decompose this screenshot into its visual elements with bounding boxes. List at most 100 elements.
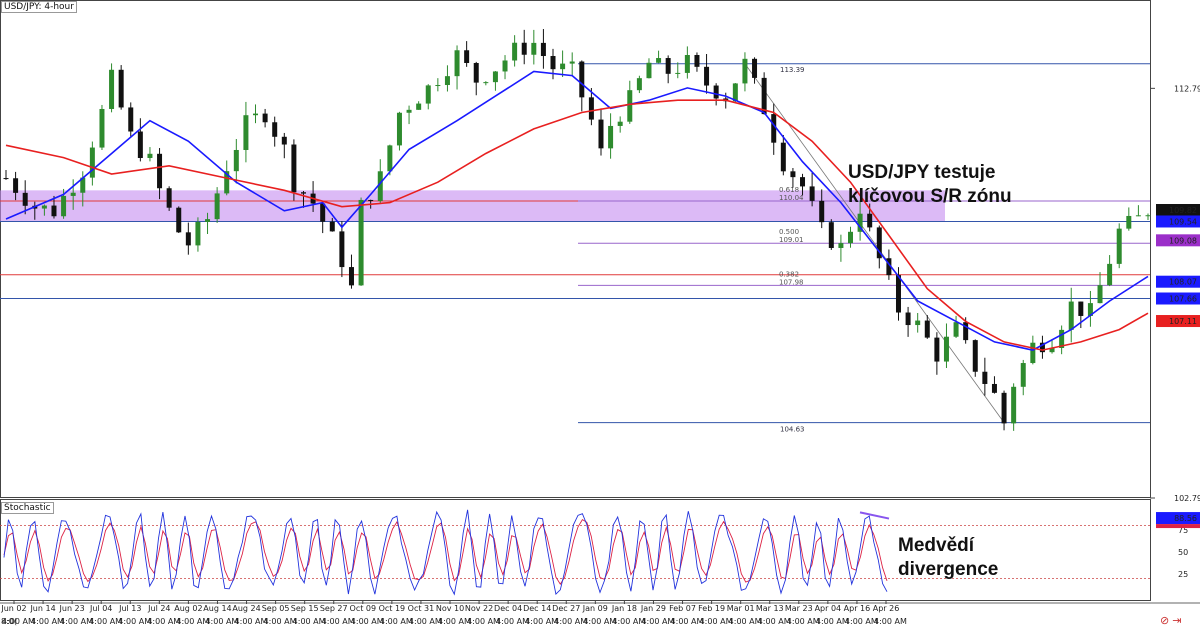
candle-body-113 bbox=[1087, 303, 1093, 316]
date-label-1: Jun 14 bbox=[29, 604, 55, 613]
candle-body-52 bbox=[502, 60, 508, 72]
date-label-30: Apr 26 bbox=[873, 604, 900, 613]
candle-86 bbox=[828, 219, 834, 250]
candle-51 bbox=[492, 71, 498, 91]
candle-16 bbox=[157, 148, 163, 200]
candle-45 bbox=[435, 78, 441, 92]
candle-body-26 bbox=[253, 113, 259, 116]
price-badge-text-1: 109.54 bbox=[1169, 217, 1197, 226]
candle-body-112 bbox=[1078, 301, 1084, 316]
time-label-28: 4:00 AM bbox=[816, 617, 849, 626]
candle-body-72 bbox=[694, 55, 700, 67]
candle-body-107 bbox=[1030, 342, 1036, 364]
candle-50 bbox=[483, 81, 489, 86]
candle-body-57 bbox=[550, 56, 556, 70]
candle-body-96 bbox=[924, 320, 930, 338]
candle-61 bbox=[588, 87, 594, 126]
candle-body-109 bbox=[1049, 347, 1055, 353]
candle-body-115 bbox=[1107, 263, 1113, 286]
date-label-27: Mar 23 bbox=[785, 604, 813, 613]
candle-30 bbox=[291, 139, 297, 201]
candle-11 bbox=[109, 63, 115, 113]
time-label-3: 4:00 AM bbox=[89, 617, 122, 626]
price-badge-bg-5 bbox=[1156, 315, 1200, 328]
candle-body-47 bbox=[454, 50, 460, 77]
candle-body-55 bbox=[531, 42, 537, 55]
candle-60 bbox=[579, 60, 585, 112]
candle-67 bbox=[646, 58, 652, 79]
time-label-23: 4:00 AM bbox=[671, 617, 704, 626]
date-label-24: Feb 19 bbox=[698, 604, 725, 613]
candle-79 bbox=[761, 72, 767, 115]
candle-body-74 bbox=[713, 85, 719, 99]
date-label-20: Jan 09 bbox=[582, 604, 608, 613]
candle-89 bbox=[857, 200, 863, 241]
candle-body-95 bbox=[915, 320, 921, 326]
bottom-left-label: 8:0( bbox=[1, 617, 17, 626]
candle-body-34 bbox=[329, 221, 335, 232]
date-label-18: Dec 14 bbox=[523, 604, 551, 613]
fib-ratio-2: 0.382 bbox=[779, 270, 799, 278]
date-label-17: Dec 04 bbox=[494, 604, 522, 613]
stoch-badge-bg bbox=[1156, 512, 1200, 525]
candle-body-56 bbox=[540, 42, 546, 57]
candle-37 bbox=[358, 197, 364, 286]
level-label-1: 104.63 bbox=[780, 426, 805, 434]
candle-36 bbox=[348, 254, 354, 289]
date-label-28: Apr 04 bbox=[815, 604, 842, 613]
price-badge-1: 109.54 bbox=[1156, 215, 1200, 228]
candle-58 bbox=[560, 50, 566, 77]
price-tick-0: 112.79 bbox=[1174, 84, 1200, 93]
candle-64 bbox=[617, 116, 623, 133]
candle-body-54 bbox=[521, 42, 527, 55]
candle-52 bbox=[502, 55, 508, 80]
candle-body-66 bbox=[636, 78, 642, 91]
candle-body-82 bbox=[790, 171, 796, 178]
time-label-1: 4:00 AM bbox=[31, 617, 64, 626]
candle-body-102 bbox=[982, 371, 988, 384]
moving-average-0 bbox=[5, 70, 1149, 351]
candle-22 bbox=[214, 187, 220, 223]
bottom-tool-icons[interactable]: ⊘ ⇥ bbox=[1160, 615, 1182, 627]
time-label-26: 4:00 AM bbox=[758, 617, 791, 626]
candle-85 bbox=[819, 189, 825, 229]
candle-body-0 bbox=[3, 178, 9, 180]
candle-63 bbox=[608, 113, 614, 159]
candle-body-13 bbox=[128, 107, 134, 132]
candle-0 bbox=[3, 170, 9, 180]
candle-83 bbox=[800, 173, 806, 196]
candle-91 bbox=[876, 225, 882, 269]
candle-body-50 bbox=[483, 82, 489, 84]
candle-body-101 bbox=[972, 340, 978, 372]
candle-106 bbox=[1020, 359, 1026, 396]
candle-62 bbox=[598, 108, 604, 156]
candle-28 bbox=[272, 116, 278, 147]
candle-body-69 bbox=[665, 58, 671, 74]
time-label-6: 4:00 AM bbox=[176, 617, 209, 626]
time-label-11: 4:00 AM bbox=[322, 617, 355, 626]
annotation-divergence: Medvědí divergence bbox=[898, 534, 998, 582]
stoch-badge-red bbox=[1156, 524, 1200, 529]
fib-ratio-0: 0.618 bbox=[779, 186, 799, 194]
time-label-12: 4:00 AM bbox=[351, 617, 384, 626]
candle-84 bbox=[809, 172, 815, 207]
candle-69 bbox=[665, 55, 671, 84]
price-badge-4: 107.66 bbox=[1156, 292, 1200, 305]
candle-27 bbox=[262, 108, 268, 128]
candle-body-25 bbox=[243, 115, 249, 150]
candle-99 bbox=[953, 315, 959, 338]
candle-116 bbox=[1116, 223, 1122, 269]
candle-body-117 bbox=[1126, 215, 1132, 229]
candle-body-1 bbox=[13, 178, 19, 193]
candle-49 bbox=[473, 61, 479, 96]
date-label-12: Oct 09 bbox=[350, 604, 377, 613]
candle-12 bbox=[118, 65, 124, 110]
candle-body-77 bbox=[742, 58, 748, 84]
candle-1 bbox=[13, 171, 19, 201]
candle-40 bbox=[387, 144, 393, 176]
candle-56 bbox=[540, 29, 546, 69]
main-pane-frame bbox=[0, 0, 1151, 498]
candle-24 bbox=[233, 138, 239, 184]
